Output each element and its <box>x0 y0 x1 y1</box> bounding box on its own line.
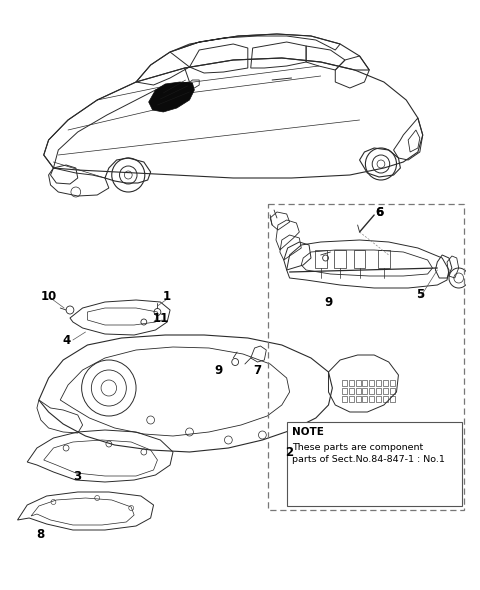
Bar <box>342 380 347 386</box>
Bar <box>383 380 388 386</box>
FancyBboxPatch shape <box>287 422 462 506</box>
Text: 11: 11 <box>152 312 168 325</box>
Bar <box>383 396 388 402</box>
Text: 7: 7 <box>253 363 262 376</box>
Bar <box>356 380 360 386</box>
Bar <box>362 388 367 394</box>
Text: 1: 1 <box>163 290 171 303</box>
Bar <box>376 396 381 402</box>
Bar <box>362 380 367 386</box>
Bar <box>369 388 374 394</box>
Text: 4: 4 <box>62 333 70 346</box>
Bar <box>356 396 360 402</box>
Polygon shape <box>149 82 194 112</box>
Text: These parts are component
parts of Sect.No.84-847-1 : No.1: These parts are component parts of Sect.… <box>292 443 444 464</box>
Bar <box>349 380 354 386</box>
Bar <box>383 388 388 394</box>
Text: 8: 8 <box>36 529 45 542</box>
Bar <box>362 396 367 402</box>
Bar <box>342 388 347 394</box>
Bar <box>349 388 354 394</box>
Text: 6: 6 <box>375 205 383 218</box>
Text: 6: 6 <box>375 205 383 218</box>
Bar <box>369 396 374 402</box>
Text: 10: 10 <box>40 290 57 303</box>
Bar <box>369 380 374 386</box>
Bar <box>390 396 395 402</box>
Bar <box>390 388 395 394</box>
Bar <box>376 388 381 394</box>
Bar <box>349 396 354 402</box>
Text: NOTE: NOTE <box>292 427 324 437</box>
Text: 2: 2 <box>286 445 294 458</box>
Bar <box>376 380 381 386</box>
Text: 5: 5 <box>416 289 424 301</box>
Text: 9: 9 <box>215 363 223 376</box>
Bar <box>356 388 360 394</box>
Text: 3: 3 <box>74 470 82 483</box>
Bar <box>390 380 395 386</box>
Text: 9: 9 <box>324 296 333 309</box>
Bar <box>342 396 347 402</box>
